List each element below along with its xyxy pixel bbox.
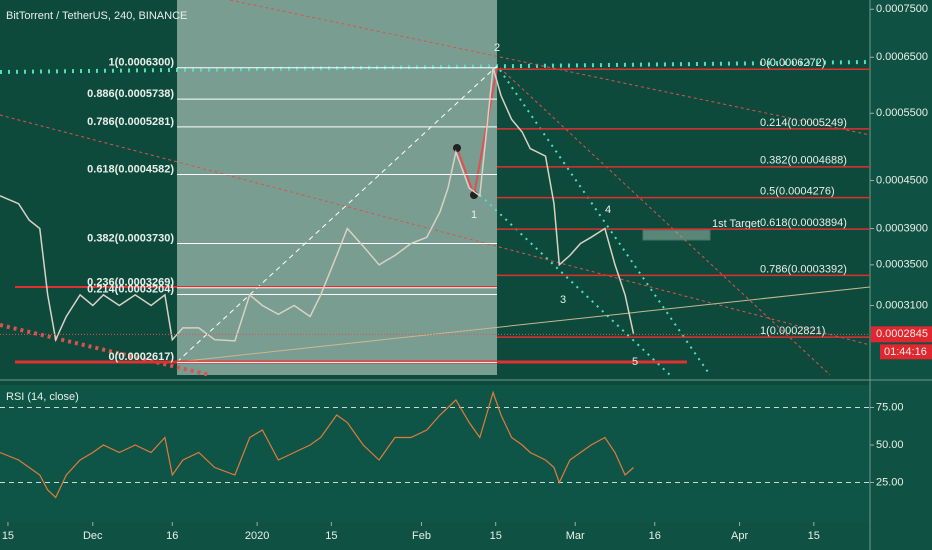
countdown-label: 01:44:16 (884, 346, 927, 358)
wave-label: 2 (494, 42, 500, 54)
wave-point (453, 144, 461, 152)
y-tick-label: 0.0003100 (876, 299, 928, 311)
x-tick-label: Feb (412, 530, 431, 542)
channel-line (499, 69, 711, 376)
x-tick-label: Apr (731, 530, 748, 542)
fib-label: 0(0.0002617) (109, 351, 175, 363)
fib-label: 0(0.0006272) (760, 57, 825, 69)
fib-label: 0.382(0.0003730) (87, 232, 174, 244)
fib-label: 0.382(0.0004688) (760, 155, 847, 167)
wave-label: 4 (605, 204, 611, 216)
fib-label: 0.214(0.0005249) (760, 117, 847, 129)
y-tick-label: 50.00 (876, 439, 904, 451)
target-box (642, 229, 711, 241)
y-tick-label: 75.00 (876, 401, 904, 413)
trend-line (176, 286, 871, 363)
last-price-label: 0.0002845 (876, 328, 928, 340)
y-tick-label: 0.0003900 (876, 222, 928, 234)
fib-label: 0.886(0.0005738) (87, 88, 174, 100)
series-line (0, 67, 635, 343)
y-tick-label: 0.0006500 (876, 51, 928, 63)
fib-label: 0.618(0.0003894) (760, 217, 847, 229)
y-tick-label: 25.00 (876, 476, 904, 488)
y-tick-label: 0.0007500 (876, 3, 928, 15)
rsi-pane (0, 385, 870, 522)
trend-line (229, 0, 871, 136)
x-tick-label: 16 (649, 530, 661, 542)
channel-line (479, 194, 671, 376)
chart-title: BitTorrent / TetherUS, 240, BINANCE (6, 10, 187, 22)
wave-label: 5 (632, 356, 638, 368)
x-tick-label: 2020 (245, 530, 269, 542)
fib-label: 0.236(0.0003269) (87, 277, 174, 289)
x-tick-label: Dec (83, 530, 103, 542)
x-tick-label: 15 (808, 530, 820, 542)
fib-diagonal (176, 65, 498, 363)
fib-label: 0.5(0.0004276) (760, 186, 835, 198)
x-tick-label: 16 (166, 530, 178, 542)
price-axis (870, 0, 932, 550)
y-tick-label: 0.0003500 (876, 259, 928, 271)
last-price-box (871, 326, 932, 343)
fib-label: 0.618(0.0004582) (87, 163, 174, 175)
fib-label: 0.786(0.0003392) (760, 263, 847, 275)
fib-label: 0.786(0.0005281) (87, 116, 174, 128)
x-tick-label: 15 (2, 530, 14, 542)
fib-label: 0.214(0.0003204) (87, 283, 174, 295)
resistance-line (0, 60, 871, 74)
target-label: 1st Target (712, 218, 760, 230)
series-line (0, 390, 634, 499)
x-tick-label: 15 (490, 530, 502, 542)
x-tick-label: Mar (566, 530, 585, 542)
wave-label: 3 (560, 294, 566, 306)
y-tick-label: 0.0005500 (876, 107, 928, 119)
x-tick-label: 15 (325, 530, 337, 542)
countdown-box (880, 344, 932, 360)
y-tick-label: 0.0004500 (876, 174, 928, 186)
trend-line (0, 323, 211, 377)
rsi-title: RSI (14, close) (6, 391, 79, 403)
wave-label: 1 (471, 209, 477, 221)
fib-label: 1(0.0002821) (760, 325, 825, 337)
fib-label: 1(0.0006300) (109, 57, 175, 69)
fib-zone (177, 0, 497, 375)
time-axis (0, 522, 870, 550)
